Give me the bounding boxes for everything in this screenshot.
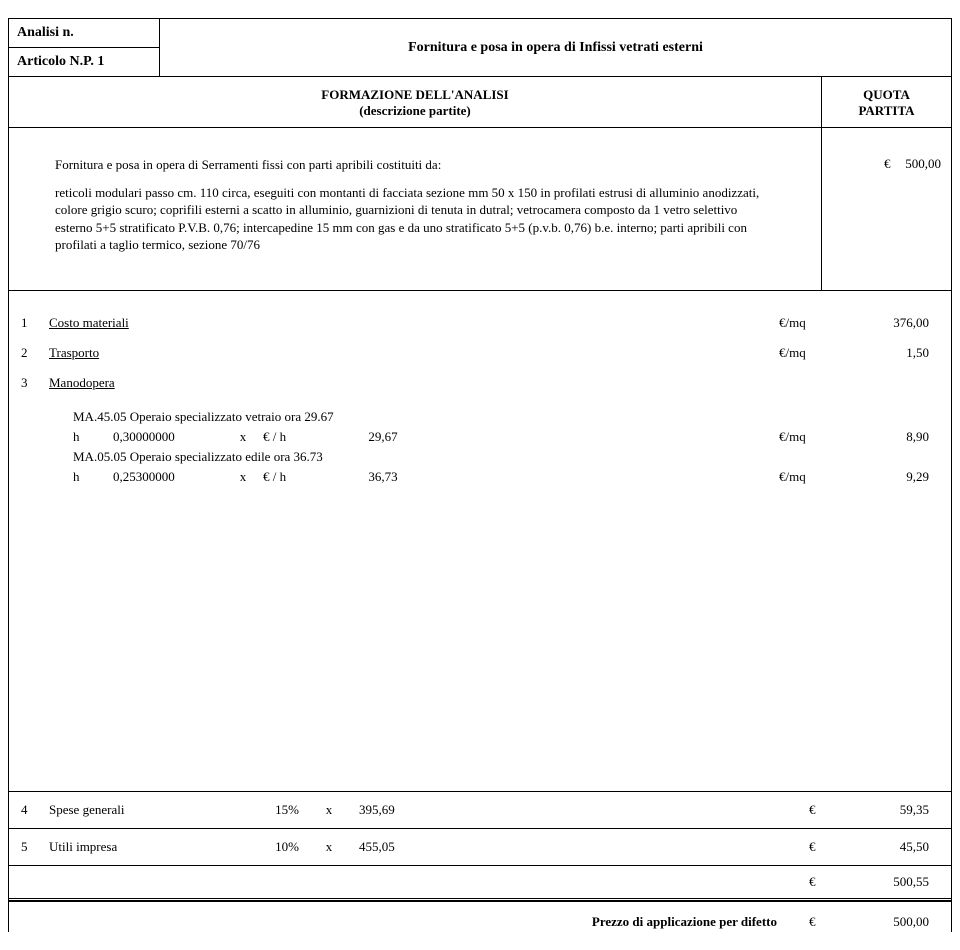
total-number: 5 [21, 839, 49, 855]
subheader-right-line2: PARTITA [858, 103, 914, 118]
quota-cell: € 500,00 [821, 128, 951, 290]
header-row: Analisi n. Articolo N.P. 1 Fornitura e p… [9, 19, 951, 77]
item-label: Manodopera [49, 375, 779, 391]
total-number: 4 [21, 802, 49, 818]
labor-col-c: x [223, 469, 263, 485]
total-pct: 15% [229, 802, 299, 818]
final-label: Prezzo di applicazione per difetto [592, 914, 777, 930]
divider [9, 828, 951, 829]
total-value: 45,50 [829, 839, 939, 855]
subtotal-row: € 500,55 [9, 872, 951, 892]
final-row: Prezzo di applicazione per difetto € 500… [9, 908, 951, 932]
final-currency: € [809, 914, 829, 930]
items-block: 1 Costo materiali €/mq 376,00 2 Trasport… [9, 291, 951, 785]
double-divider [9, 898, 951, 902]
labor-head-text: MA.05.05 Operaio specializzato edile ora… [73, 449, 939, 465]
item-value: 376,00 [829, 315, 939, 331]
description-cell: Fornitura e posa in opera di Serramenti … [9, 128, 821, 290]
labor-line: h 0,25300000 x € / h 36,73 €/mq 9,29 [21, 469, 939, 485]
labor-col-e: 29,67 [323, 429, 443, 445]
item-unit: €/mq [779, 345, 829, 361]
total-row: 4 Spese generali 15% x 395,69 € 59,35 [9, 798, 951, 822]
labor-col-d: € / h [263, 429, 323, 445]
labor-col-d: € / h [263, 469, 323, 485]
labor-col-e: 36,73 [323, 469, 443, 485]
divider [9, 791, 951, 792]
quota-amount: 500,00 [905, 156, 941, 171]
labor-head: MA.45.05 Operaio specializzato vetraio o… [21, 409, 939, 425]
subheader-left-line1: FORMAZIONE DELL'ANALISI [321, 87, 508, 102]
final-value: 500,00 [829, 914, 939, 930]
total-currency: € [809, 802, 829, 818]
subheader-left: FORMAZIONE DELL'ANALISI (descrizione par… [9, 77, 821, 127]
description-block: Fornitura e posa in opera di Serramenti … [9, 128, 821, 290]
item-row: 1 Costo materiali €/mq 376,00 [21, 315, 939, 331]
labor-value: 9,29 [829, 469, 939, 485]
labor-col-a: h [73, 469, 113, 485]
body-row: Fornitura e posa in opera di Serramenti … [9, 128, 951, 291]
item-unit: €/mq [779, 315, 829, 331]
item-row: 2 Trasporto €/mq 1,50 [21, 345, 939, 361]
item-number: 1 [21, 315, 49, 331]
subheader-row: FORMAZIONE DELL'ANALISI (descrizione par… [9, 77, 951, 128]
description-p1: Fornitura e posa in opera di Serramenti … [55, 156, 775, 174]
analisi-label: Analisi n. [9, 19, 159, 48]
total-label: Spese generali [49, 802, 229, 818]
total-x: x [299, 802, 359, 818]
labor-col-b: 0,25300000 [113, 469, 223, 485]
subheader-left-line2: (descrizione partite) [359, 103, 471, 118]
item-number: 3 [21, 375, 49, 391]
labor-unit: €/mq [779, 469, 829, 485]
total-base: 395,69 [359, 802, 479, 818]
quota-value: € 500,00 [884, 156, 941, 172]
subtotal-currency: € [809, 874, 829, 890]
spacer [21, 485, 939, 705]
document-title: Fornitura e posa in opera di Infissi vet… [159, 19, 951, 76]
total-value: 59,35 [829, 802, 939, 818]
labor-head: MA.05.05 Operaio specializzato edile ora… [21, 449, 939, 465]
articolo-label: Articolo N.P. 1 [9, 48, 159, 76]
total-currency: € [809, 839, 829, 855]
total-base: 455,05 [359, 839, 479, 855]
total-row: 5 Utili impresa 10% x 455,05 € 45,50 [9, 835, 951, 859]
labor-unit: €/mq [779, 429, 829, 445]
header-left: Analisi n. Articolo N.P. 1 [9, 19, 159, 76]
item-label: Trasporto [49, 345, 779, 361]
total-pct: 10% [229, 839, 299, 855]
item-label: Costo materiali [49, 315, 779, 331]
labor-col-a: h [73, 429, 113, 445]
labor-head-text: MA.45.05 Operaio specializzato vetraio o… [73, 409, 939, 425]
item-number: 2 [21, 345, 49, 361]
labor-col-b: 0,30000000 [113, 429, 223, 445]
document-frame: Analisi n. Articolo N.P. 1 Fornitura e p… [8, 18, 952, 932]
labor-col-c: x [223, 429, 263, 445]
divider [9, 865, 951, 866]
total-label: Utili impresa [49, 839, 229, 855]
labor-value: 8,90 [829, 429, 939, 445]
labor-line: h 0,30000000 x € / h 29,67 €/mq 8,90 [21, 429, 939, 445]
subheader-right-line1: QUOTA [863, 87, 910, 102]
total-x: x [299, 839, 359, 855]
item-value: 1,50 [829, 345, 939, 361]
item-row: 3 Manodopera [21, 375, 939, 391]
subtotal-value: 500,55 [829, 874, 939, 890]
subheader-right: QUOTA PARTITA [821, 77, 951, 127]
description-p2: reticoli modulari passo cm. 110 circa, e… [55, 184, 775, 254]
quota-currency: € [884, 156, 902, 172]
